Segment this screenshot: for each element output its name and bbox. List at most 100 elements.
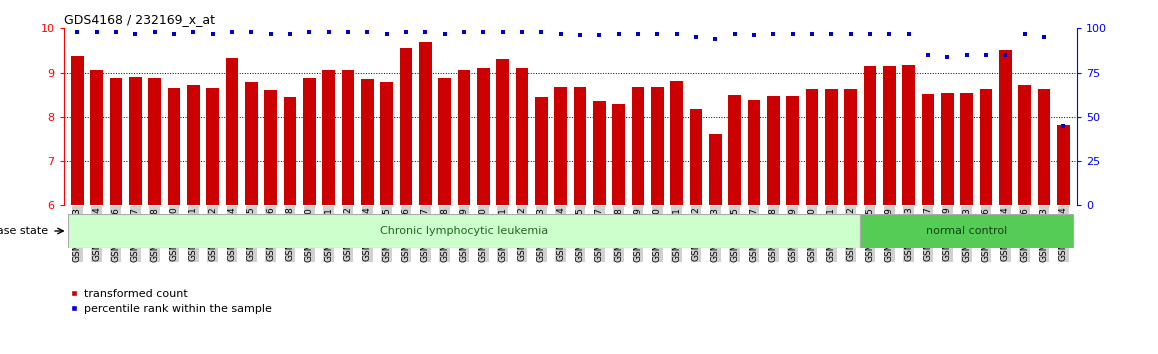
Bar [670, 81, 683, 205]
Bar [844, 90, 857, 205]
Point [222, 29, 241, 35]
Point [68, 29, 87, 35]
Point [493, 29, 512, 35]
Point [900, 31, 918, 36]
Bar [1057, 125, 1070, 205]
Bar [284, 97, 296, 205]
Point [126, 31, 145, 36]
Point [880, 31, 899, 36]
Point [1016, 31, 1034, 36]
Bar [129, 77, 141, 205]
Bar [206, 88, 219, 205]
Point [571, 33, 589, 38]
Legend: transformed count, percentile rank within the sample: transformed count, percentile rank withi… [69, 289, 272, 314]
Bar [860, 214, 1073, 248]
Bar [361, 79, 374, 205]
Point [938, 54, 957, 59]
Point [725, 31, 743, 36]
Point [687, 34, 705, 40]
Point [1054, 123, 1072, 129]
Bar [342, 70, 354, 205]
Point [378, 31, 396, 36]
Point [918, 52, 937, 58]
Point [706, 36, 725, 42]
Point [977, 52, 996, 58]
Bar [226, 58, 239, 205]
Bar [457, 70, 470, 205]
Bar [960, 93, 973, 205]
Bar [535, 97, 548, 205]
Point [822, 31, 841, 36]
Bar [303, 78, 315, 205]
Point [87, 29, 105, 35]
Bar [148, 78, 161, 205]
Bar [1018, 85, 1031, 205]
Text: GDS4168 / 232169_x_at: GDS4168 / 232169_x_at [64, 13, 214, 26]
Bar [497, 59, 508, 205]
Point [667, 31, 686, 36]
Point [648, 31, 667, 36]
Point [262, 31, 280, 36]
Bar [322, 70, 335, 205]
Point [164, 31, 183, 36]
Bar [826, 90, 837, 205]
Bar [864, 66, 877, 205]
Point [784, 31, 802, 36]
Bar [1038, 90, 1050, 205]
Point [358, 29, 376, 35]
Point [455, 29, 474, 35]
Bar [806, 90, 819, 205]
Point [416, 29, 434, 35]
Bar [651, 87, 664, 205]
Point [860, 31, 879, 36]
Bar [767, 96, 779, 205]
Point [145, 29, 163, 35]
Bar [400, 48, 412, 205]
Bar [902, 65, 915, 205]
Bar [922, 94, 935, 205]
Bar [90, 70, 103, 205]
Text: normal control: normal control [926, 226, 1007, 236]
Point [1035, 34, 1054, 40]
Bar [380, 82, 393, 205]
Text: disease state: disease state [0, 226, 49, 236]
Point [397, 29, 416, 35]
Point [204, 31, 222, 36]
Point [513, 29, 532, 35]
Bar [613, 103, 625, 205]
Point [551, 31, 570, 36]
Bar [477, 68, 490, 205]
Bar [728, 95, 741, 205]
Bar [690, 109, 702, 205]
Bar [439, 78, 450, 205]
Bar [884, 66, 895, 205]
Bar [245, 82, 257, 205]
Bar [264, 90, 277, 205]
Bar [555, 87, 567, 205]
Bar [515, 68, 528, 205]
Bar [67, 214, 860, 248]
Point [764, 31, 783, 36]
Point [745, 33, 763, 38]
Bar [168, 88, 181, 205]
Bar [941, 93, 954, 205]
Point [300, 29, 318, 35]
Bar [573, 87, 586, 205]
Point [107, 29, 125, 35]
Point [842, 31, 860, 36]
Point [280, 31, 299, 36]
Point [320, 29, 338, 35]
Point [242, 29, 261, 35]
Point [996, 52, 1014, 58]
Bar [786, 96, 799, 205]
Bar [186, 85, 199, 205]
Point [474, 29, 492, 35]
Bar [71, 56, 83, 205]
Point [609, 31, 628, 36]
Bar [748, 101, 761, 205]
Bar [709, 133, 721, 205]
Point [532, 29, 550, 35]
Point [629, 31, 647, 36]
Point [435, 31, 454, 36]
Bar [110, 78, 123, 205]
